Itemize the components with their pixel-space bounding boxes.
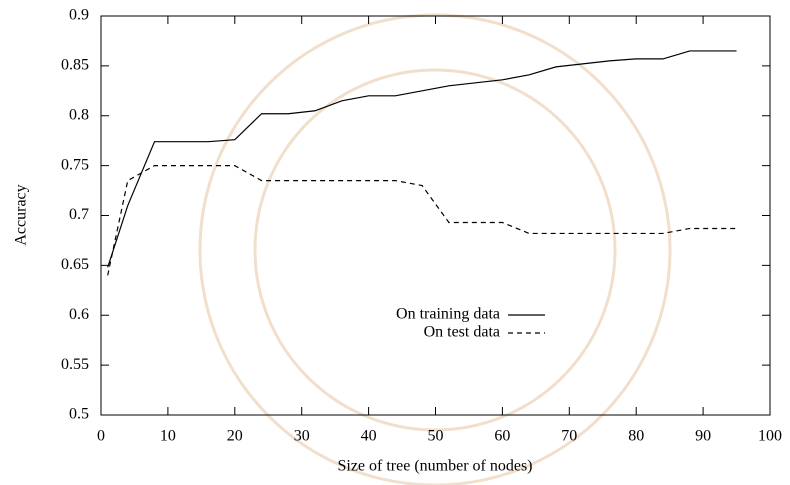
y-tick-label: 0.85 (61, 57, 89, 74)
x-tick-label: 20 (227, 428, 243, 445)
y-tick-label: 0.5 (69, 406, 89, 423)
x-tick-label: 100 (758, 428, 782, 445)
seal-ring (255, 70, 615, 430)
x-tick-label: 80 (628, 428, 644, 445)
x-tick-label: 90 (695, 428, 711, 445)
data-line (108, 51, 737, 267)
y-tick-label: 0.6 (69, 306, 89, 323)
y-tick-label: 0.8 (69, 106, 89, 123)
x-tick-label: 40 (361, 428, 377, 445)
y-tick-label: 0.55 (61, 356, 89, 373)
y-tick-label: 0.65 (61, 256, 89, 273)
x-tick-label: 30 (294, 428, 310, 445)
y-tick-label: 0.75 (61, 156, 89, 173)
x-tick-label: 0 (97, 428, 105, 445)
y-tick-label: 0.7 (69, 206, 89, 223)
x-tick-label: 70 (561, 428, 577, 445)
y-axis-label: Accuracy (13, 184, 30, 245)
x-tick-label: 60 (494, 428, 510, 445)
legend-label: On training data (396, 306, 500, 323)
x-tick-label: 10 (160, 428, 176, 445)
x-axis-label: Size of tree (number of nodes) (337, 458, 532, 475)
x-tick-label: 50 (428, 428, 444, 445)
chart: Size of tree (number of nodes) Accuracy … (0, 0, 790, 485)
legend-label: On test data (424, 324, 500, 341)
y-tick-label: 0.9 (69, 7, 89, 24)
